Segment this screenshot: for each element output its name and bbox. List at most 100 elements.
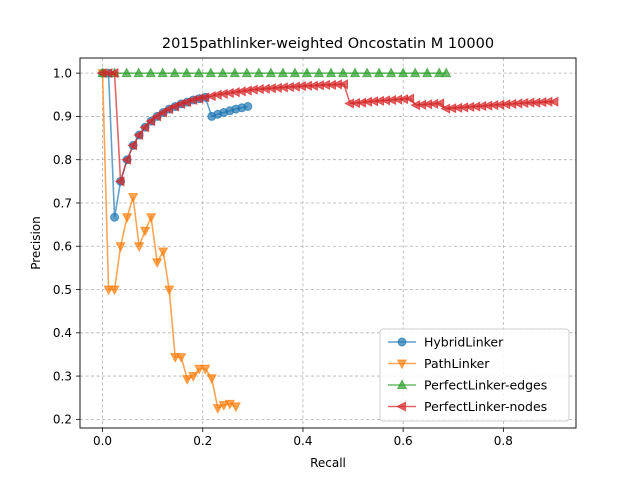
data-point [301, 67, 313, 78]
ticks: 0.0 0.2 0.4 0.6 0.8 0.2 0.3 0.4 0.5 0.6 0.7 0.8 0.9 1… [53, 66, 513, 448]
data-point [133, 242, 145, 253]
legend-entry: PathLinker [388, 356, 490, 371]
legend-marker [396, 359, 408, 370]
x-tick-label: 0.4 [293, 434, 312, 448]
data-point [164, 285, 175, 296]
series-layer [96, 67, 559, 414]
data-point [422, 67, 433, 78]
series-pathlinker [97, 69, 241, 414]
data-point [146, 213, 157, 224]
axes-frame [79, 57, 577, 429]
chart-title: 2015pathlinker-weighted Oncostatin M 100… [162, 36, 494, 52]
y-tick-label: 1.0 [53, 66, 72, 80]
data-point [110, 212, 120, 222]
data-point [205, 67, 216, 78]
data-point [127, 140, 138, 151]
data-point [398, 67, 409, 78]
data-point [277, 67, 289, 78]
data-point [241, 67, 252, 78]
y-tick-label: 0.7 [53, 196, 72, 210]
data-point [218, 401, 229, 411]
data-point [229, 67, 240, 78]
y-tick-label: 0.2 [53, 413, 72, 427]
data-point [181, 67, 192, 78]
series-perfectlinker-nodes [96, 68, 559, 187]
legend-label: PerfectLinker-nodes [424, 399, 547, 414]
data-point [170, 353, 181, 363]
legend-marker [396, 401, 406, 412]
legend-marker [396, 379, 408, 389]
data-point [361, 67, 373, 78]
data-point [152, 258, 163, 269]
legend-entry: HybridLinker [388, 335, 504, 350]
data-point [337, 67, 349, 78]
data-point [385, 67, 397, 78]
data-point [182, 375, 193, 385]
data-point [373, 67, 385, 78]
axes [79, 57, 577, 429]
data-point [404, 93, 415, 104]
x-tick-label: 0.0 [93, 434, 112, 448]
data-point [410, 67, 421, 78]
data-point [157, 67, 168, 78]
data-point [349, 67, 361, 78]
legend-entry: PerfectLinker-nodes [388, 399, 547, 414]
y-tick-label: 0.5 [53, 283, 72, 297]
y-tick-label: 0.9 [53, 110, 72, 124]
y-tick-label: 0.8 [53, 153, 72, 167]
data-point [139, 122, 150, 133]
data-point [103, 285, 114, 296]
data-point [127, 192, 139, 203]
data-point [289, 67, 301, 78]
y-tick-label: 0.4 [53, 326, 72, 340]
data-point [109, 285, 120, 296]
data-point [434, 98, 445, 109]
data-point [140, 226, 151, 237]
data-point [313, 67, 325, 78]
legend-box [379, 328, 570, 422]
x-axis-label: Recall [310, 456, 346, 470]
x-tick-label: 0.6 [394, 434, 413, 448]
data-point [441, 67, 452, 78]
x-tick-label: 0.8 [494, 434, 513, 448]
data-point [338, 79, 348, 90]
data-point [145, 116, 156, 127]
data-point [115, 242, 126, 253]
data-point [158, 247, 169, 258]
data-point [206, 374, 217, 385]
data-point [243, 101, 253, 111]
y-tick-label: 0.6 [53, 240, 72, 254]
data-point [169, 67, 180, 78]
data-point [194, 364, 205, 375]
data-point [230, 402, 241, 413]
data-point [151, 111, 162, 122]
legend-label: HybridLinker [424, 335, 504, 350]
y-tick-label: 0.3 [53, 369, 72, 383]
legend-label: PathLinker [424, 356, 490, 371]
data-point [121, 67, 132, 78]
data-point [200, 364, 211, 375]
data-point [133, 129, 144, 141]
data-point [188, 372, 199, 382]
data-point [212, 404, 223, 414]
data-point [145, 67, 156, 78]
data-point [548, 96, 559, 107]
data-point [434, 67, 445, 78]
data-point [217, 67, 228, 78]
data-point [108, 68, 119, 79]
series-perfectlinker-edges [97, 67, 452, 78]
data-point [193, 67, 204, 78]
data-point [114, 176, 125, 187]
data-point [157, 107, 168, 118]
legend-label: PerfectLinker-edges [424, 378, 547, 393]
data-point [133, 67, 144, 78]
data-point [265, 67, 277, 78]
data-point [325, 67, 337, 78]
data-point [176, 353, 187, 363]
legend-entry: PerfectLinker-edges [388, 378, 547, 393]
data-point [121, 213, 133, 224]
legend-marker [397, 337, 407, 347]
data-point [121, 154, 132, 165]
legend: HybridLinker PathLinker PerfectLinker-edge… [379, 328, 570, 422]
